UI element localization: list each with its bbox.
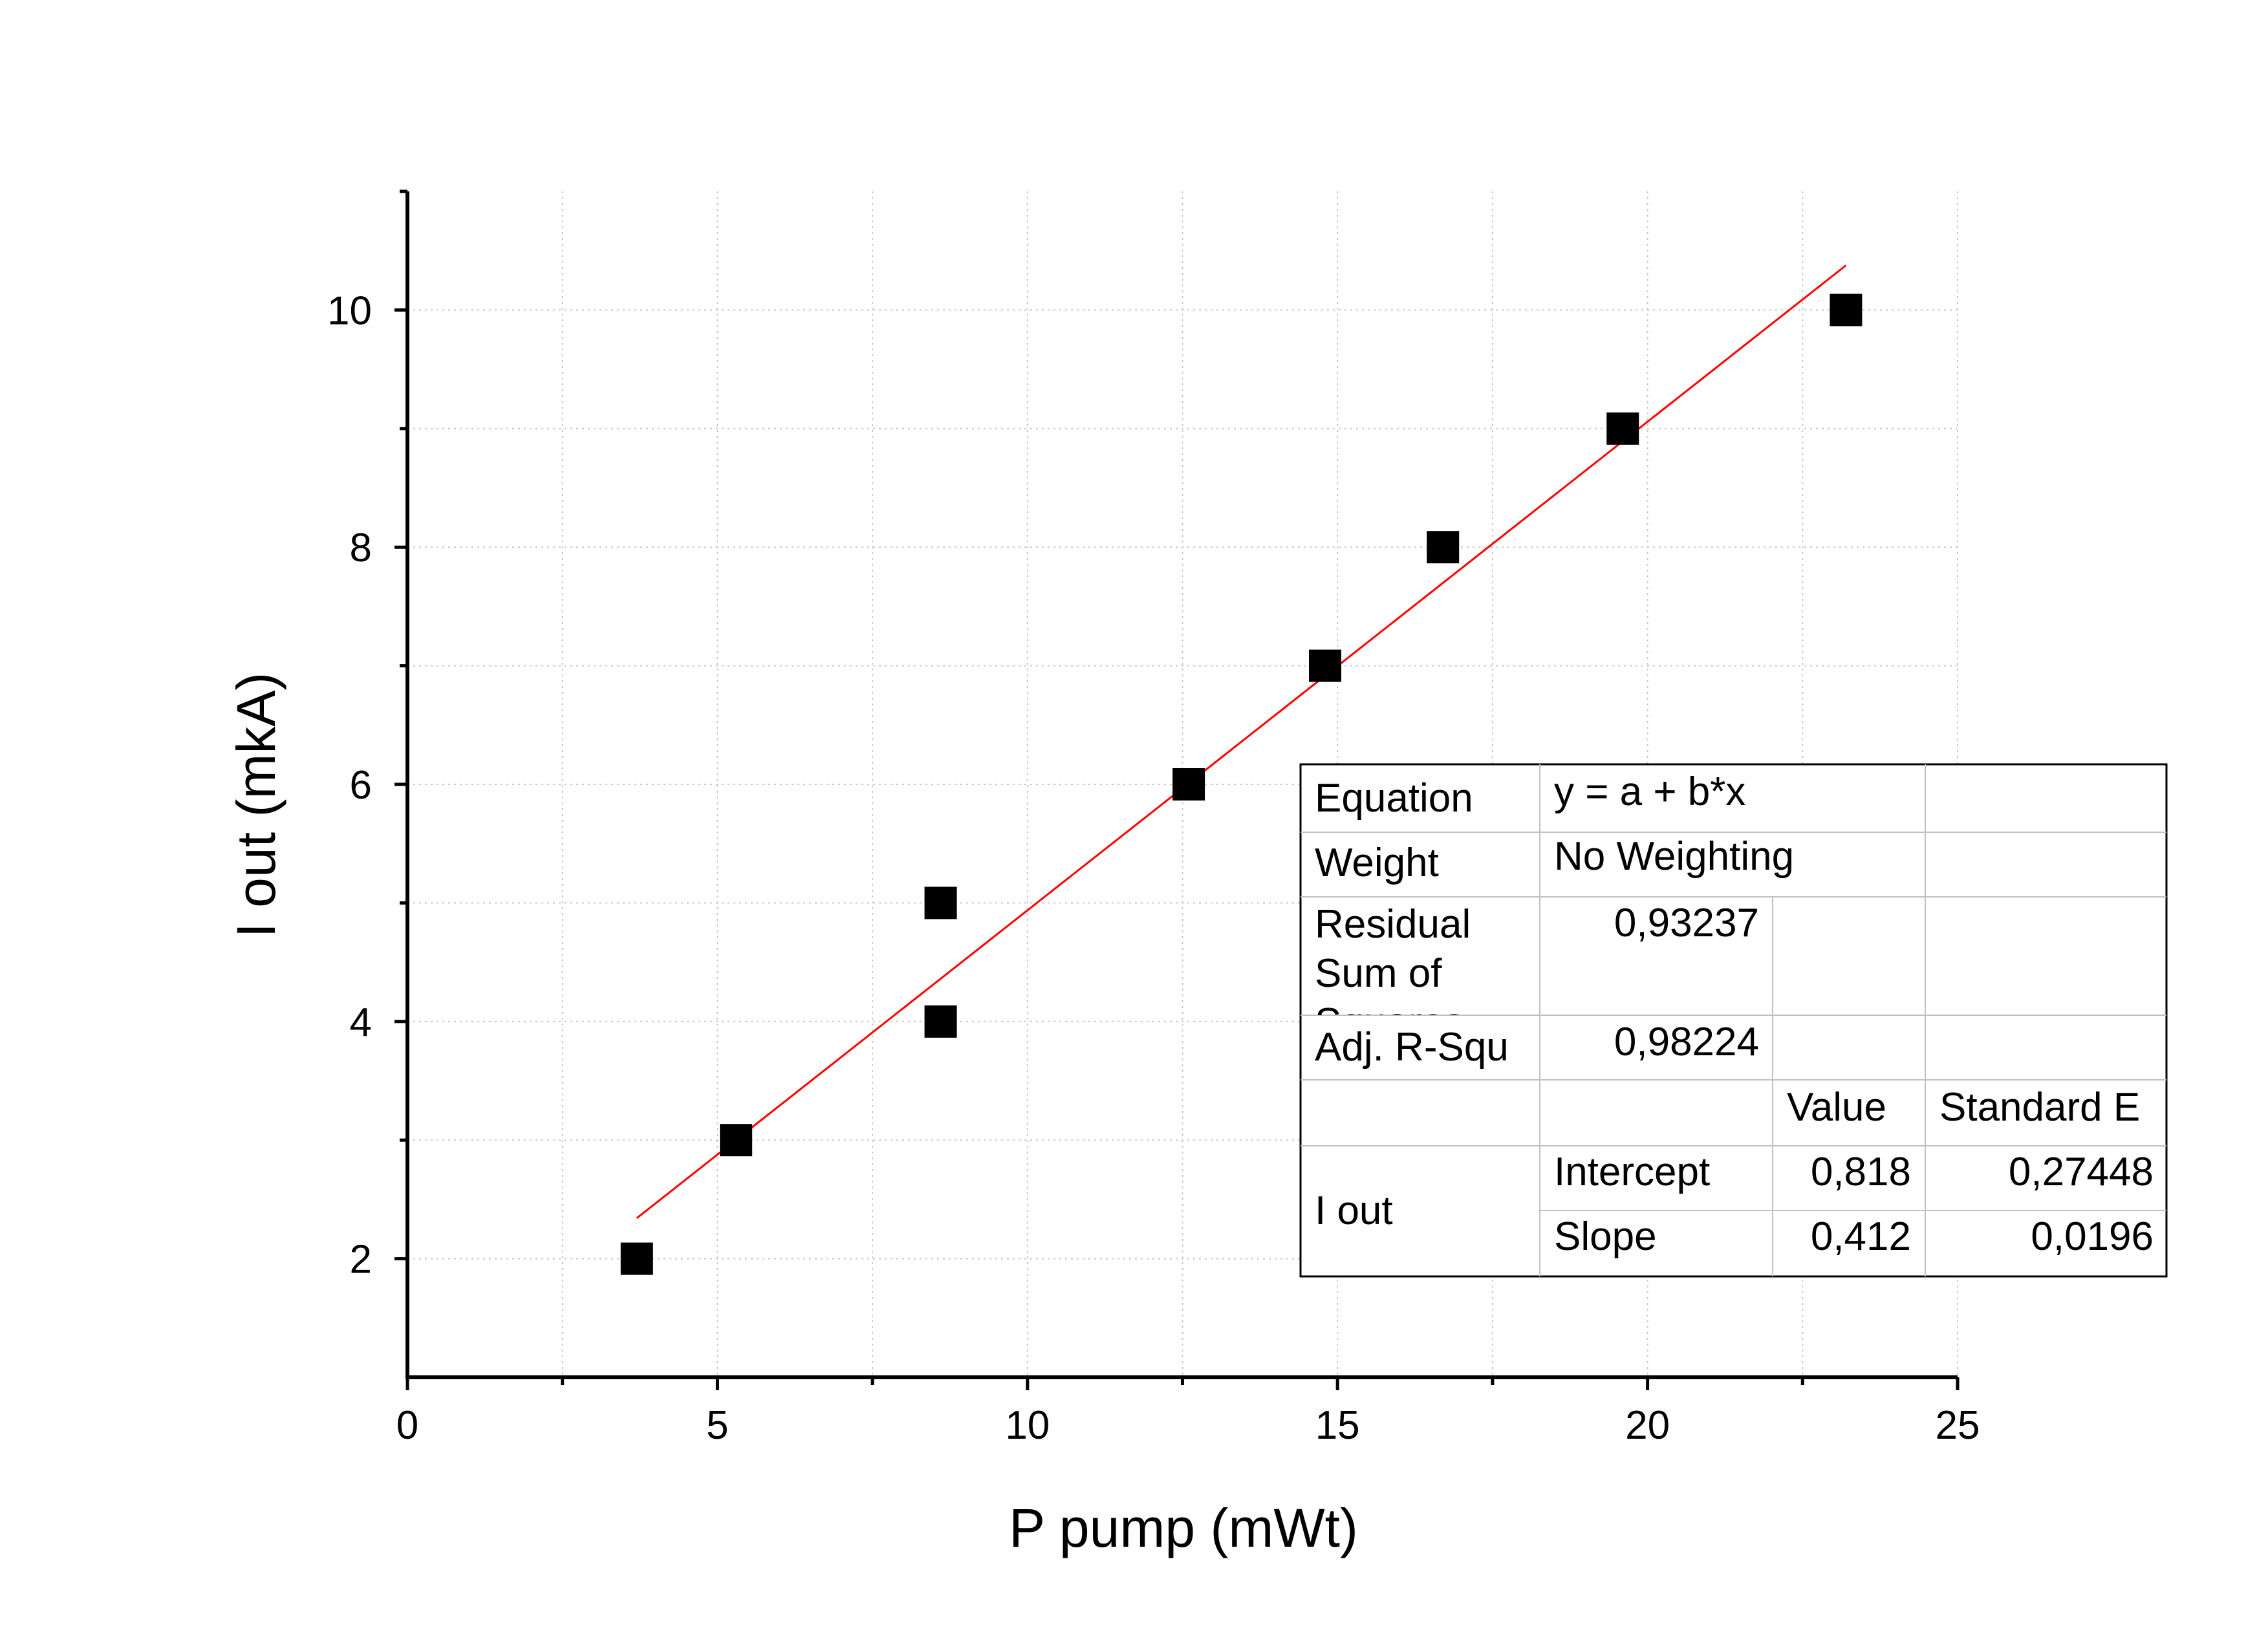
y-tick-label: 2	[350, 1238, 372, 1282]
data-point	[924, 887, 957, 919]
rss-label-line-1: Residual	[1315, 902, 1471, 947]
weight-label: Weight	[1315, 841, 1439, 885]
y-tick-label: 6	[350, 763, 372, 808]
data-point	[720, 1124, 753, 1157]
y-tick-label: 4	[350, 1000, 372, 1045]
adj-r-square-label: Adj. R-Squ	[1315, 1025, 1509, 1070]
x-tick-label: 10	[1005, 1403, 1050, 1448]
x-tick-label: 5	[706, 1403, 728, 1448]
standard-error-header: Standard E	[1939, 1085, 2140, 1130]
data-point	[1427, 531, 1460, 564]
x-tick-label: 15	[1315, 1403, 1360, 1448]
data-point	[1172, 768, 1205, 801]
x-tick-label: 20	[1625, 1403, 1670, 1448]
equation-value: y = a + b*x	[1554, 769, 1745, 814]
adj-r-square-value: 0,98224	[1614, 1020, 1759, 1064]
data-point	[924, 1005, 957, 1038]
tick-labels: 0 5 10 15 20 25 2 4 6 8 10	[327, 288, 1980, 1448]
data-point	[620, 1242, 653, 1275]
data-point	[1830, 294, 1863, 327]
x-tick-label: 25	[1936, 1403, 1980, 1448]
rss-label-line-3: Squares	[1315, 1000, 1464, 1045]
intercept-label: Intercept	[1554, 1150, 1710, 1194]
slope-stderr: 0,0196	[2031, 1214, 2154, 1259]
slope-value: 0,412	[1811, 1214, 1911, 1259]
rss-label-line-2: Sum of	[1315, 951, 1442, 996]
weight-value: No Weighting	[1554, 834, 1794, 879]
equation-label: Equation	[1315, 776, 1473, 821]
intercept-stderr: 0,27448	[2009, 1150, 2154, 1194]
y-tick-label: 8	[350, 526, 372, 570]
fit-results-table: Equation y = a + b*x Weight No Weighting…	[1299, 763, 2168, 1278]
x-tick-label: 0	[396, 1403, 418, 1448]
axis-ticks	[394, 189, 1960, 1390]
rss-value: 0,93237	[1614, 901, 1759, 945]
slope-label: Slope	[1554, 1214, 1657, 1259]
intercept-value: 0,818	[1811, 1150, 1911, 1194]
y-tick-label: 10	[327, 288, 372, 333]
fit-table-frame	[1299, 763, 2168, 1278]
group-label: I out	[1315, 1188, 1393, 1233]
fit-line	[636, 264, 1847, 1219]
data-point	[1606, 412, 1639, 445]
value-header: Value	[1787, 1085, 1886, 1130]
x-axis-title: P pump (mWt)	[1009, 1498, 1358, 1558]
y-axis-title: I out (mkA)	[226, 672, 286, 938]
data-points	[620, 294, 1863, 1275]
data-point	[1309, 649, 1342, 682]
